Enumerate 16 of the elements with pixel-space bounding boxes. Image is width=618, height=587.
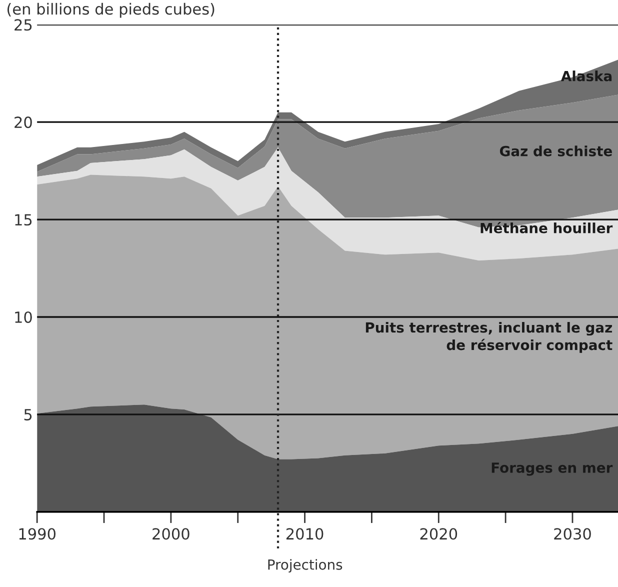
x-tick-label: 2030	[554, 528, 591, 540]
series-label: Puits terrestres, incluant le gaz de réservoir compact	[366, 322, 612, 353]
series-label: Gaz de schiste	[500, 146, 612, 156]
y-tick-label: 20	[14, 116, 32, 128]
y-tick-label: 15	[15, 214, 32, 226]
y-tick-label: 25	[14, 19, 32, 31]
x-tick-label: 2010	[286, 528, 324, 540]
ref-line-label: Projections	[268, 559, 342, 573]
series-label: Méthane houiller	[480, 222, 613, 234]
series-label: Forages en mer	[492, 462, 613, 476]
x-tick-label: 2020	[420, 528, 458, 540]
y-tick-label: 10	[15, 311, 32, 323]
x-tick-label: 1990	[19, 528, 56, 540]
chart-title: (en billions de pieds cubes)	[7, 2, 214, 18]
y-tick-label: 5	[24, 409, 32, 420]
x-tick-label: 2000	[152, 528, 190, 540]
